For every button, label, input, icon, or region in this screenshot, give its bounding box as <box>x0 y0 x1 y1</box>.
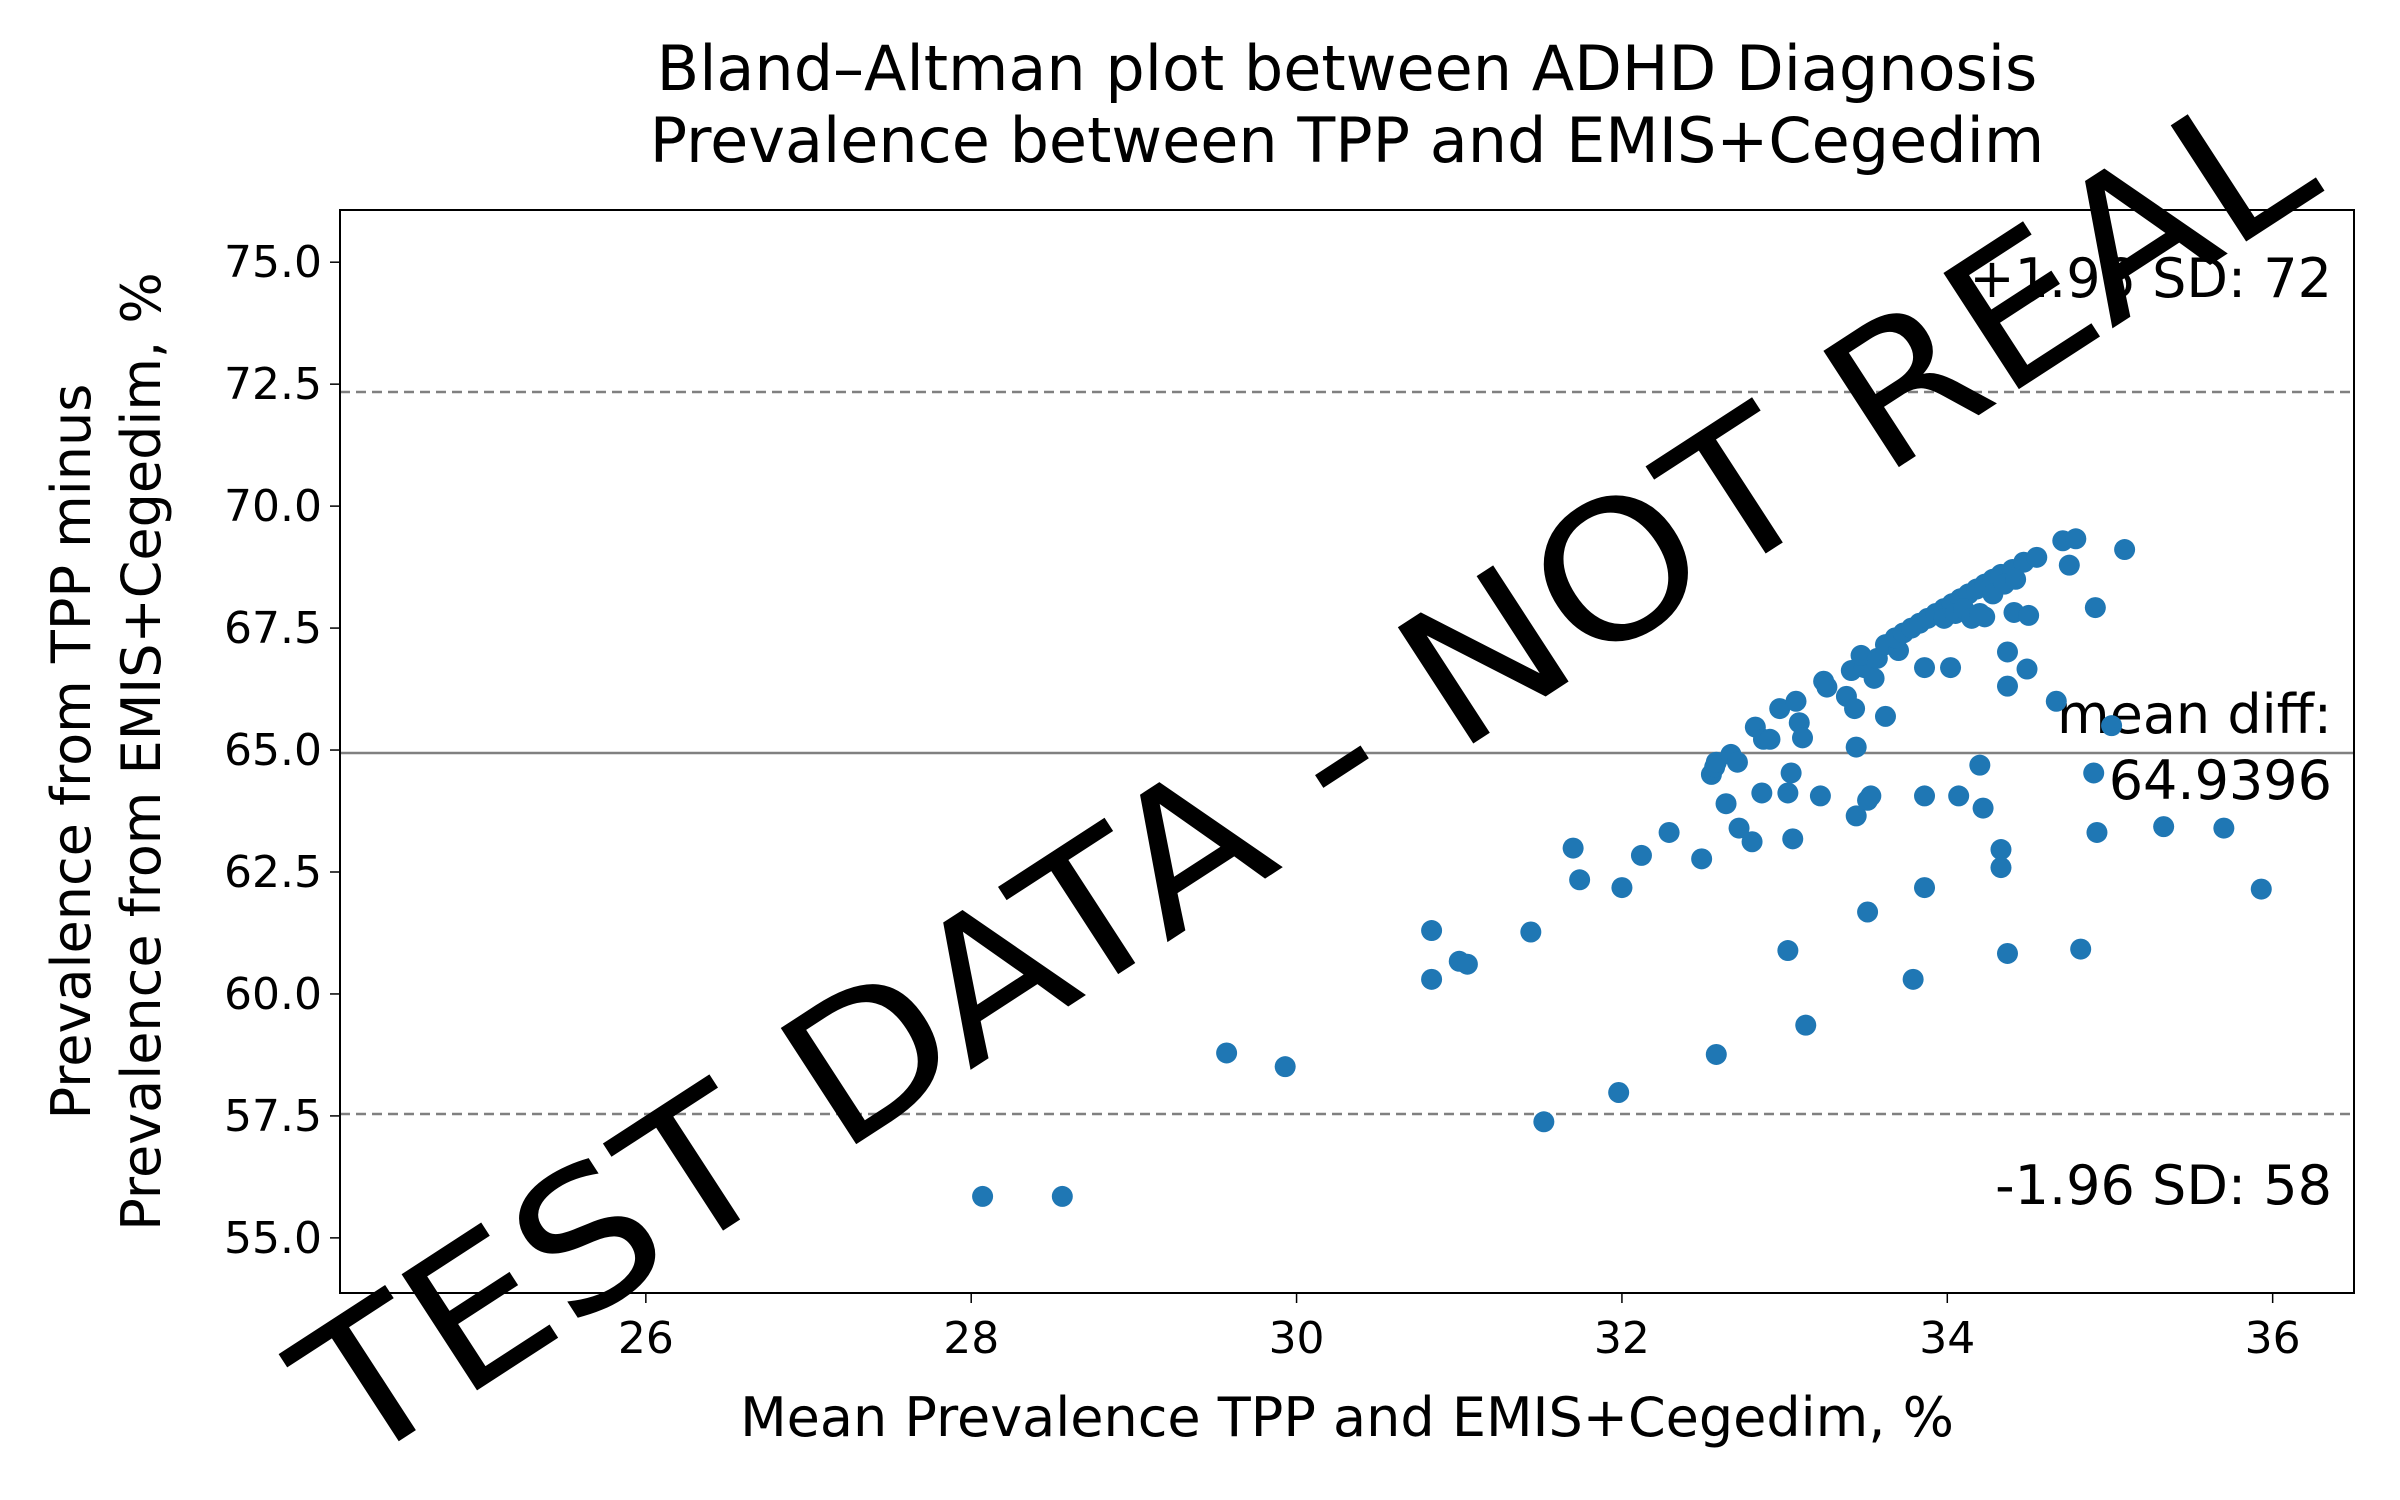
point <box>1780 762 1802 784</box>
point <box>1520 921 1542 943</box>
point <box>1728 817 1750 839</box>
chart-title: Prevalence between TPP and EMIS+Cegedim <box>650 104 2045 177</box>
y-tick-label: 65.0 <box>224 725 322 776</box>
point <box>1533 1111 1555 1133</box>
point <box>1795 1014 1817 1036</box>
point <box>1860 785 1882 807</box>
point <box>2153 816 2175 838</box>
point <box>2005 568 2027 590</box>
x-tick-label: 26 <box>618 1313 674 1364</box>
point <box>972 1185 994 1207</box>
point <box>1844 698 1866 720</box>
point <box>1705 1043 1727 1065</box>
point <box>1777 782 1799 804</box>
plot-frame <box>339 209 2355 1294</box>
y-tick-label: 72.5 <box>224 359 322 410</box>
point <box>1691 848 1713 870</box>
x-tick-label: 34 <box>1919 1313 1975 1364</box>
point <box>1759 728 1781 750</box>
point <box>1845 736 1867 758</box>
point <box>2065 528 2087 550</box>
point <box>1850 644 1872 666</box>
point <box>1630 844 1652 866</box>
point <box>2086 821 2108 843</box>
y-tick-label: 60.0 <box>224 969 322 1020</box>
reference-label: +1.96 SD: 72 <box>1969 247 2332 310</box>
y-axis-label: Prevalence from TPP minus <box>40 384 103 1120</box>
point <box>2083 762 2105 784</box>
point <box>2114 539 2136 561</box>
point <box>1782 828 1804 850</box>
y-tick-label: 70.0 <box>224 481 322 532</box>
point <box>1816 676 1838 698</box>
point <box>2026 546 2048 568</box>
point <box>1562 837 1584 859</box>
point <box>1751 782 1773 804</box>
point <box>1274 1056 1296 1078</box>
point <box>1857 901 1879 923</box>
point <box>1990 857 2012 879</box>
point <box>1914 785 1936 807</box>
y-tick-label: 67.5 <box>224 603 322 654</box>
point <box>2016 658 2038 680</box>
point <box>1216 1042 1238 1064</box>
point <box>2250 878 2272 900</box>
point <box>2058 554 2080 576</box>
y-tick-label: 55.0 <box>224 1213 322 1264</box>
y-tick-label: 57.5 <box>224 1091 322 1142</box>
point <box>1785 690 1807 712</box>
point <box>1769 698 1791 720</box>
point <box>2070 938 2092 960</box>
point <box>1658 821 1680 843</box>
point <box>1608 1081 1630 1103</box>
point <box>1996 942 2018 964</box>
point <box>1611 877 1633 899</box>
point <box>1914 657 1936 679</box>
watermark: TEST DATA - NOT REAL <box>258 42 2350 1500</box>
chart-title: Bland–Altman plot between ADHD Diagnosis <box>657 32 2038 105</box>
point <box>1777 940 1799 962</box>
point <box>1969 754 1991 776</box>
point <box>1421 920 1443 942</box>
point <box>1809 785 1831 807</box>
point <box>1845 805 1867 827</box>
point <box>1569 869 1591 891</box>
y-tick-label: 62.5 <box>224 847 322 898</box>
point <box>1741 831 1763 853</box>
point <box>1996 641 2018 663</box>
point <box>2213 817 2235 839</box>
point <box>1990 839 2012 861</box>
point <box>1051 1185 1073 1207</box>
point <box>2101 715 2123 737</box>
point <box>2045 690 2067 712</box>
point <box>1456 953 1478 975</box>
x-tick-label: 36 <box>2245 1313 2301 1364</box>
reference-label: 64.9396 <box>2109 749 2332 812</box>
point <box>1792 727 1814 749</box>
point <box>1969 602 1991 624</box>
reference-label: -1.96 SD: 58 <box>1995 1154 2332 1217</box>
point <box>1996 675 2018 697</box>
point <box>1726 751 1748 773</box>
x-tick-label: 28 <box>943 1313 999 1364</box>
x-axis-label: Mean Prevalence TPP and EMIS+Cegedim, % <box>740 1386 1954 1449</box>
point <box>1948 785 1970 807</box>
point <box>2018 604 2040 626</box>
point <box>1972 797 1994 819</box>
y-axis-label: Prevalence from EMIS+Cegedim, % <box>110 272 173 1230</box>
point <box>1874 705 1896 727</box>
point <box>1902 968 1924 990</box>
x-tick-label: 32 <box>1594 1313 1650 1364</box>
point <box>1914 877 1936 899</box>
point <box>1421 968 1443 990</box>
point <box>2084 597 2106 619</box>
y-tick-label: 75.0 <box>224 237 322 288</box>
point <box>1863 667 1885 689</box>
point <box>1715 793 1737 815</box>
point <box>1940 657 1962 679</box>
x-tick-label: 30 <box>1269 1313 1325 1364</box>
reference-label: mean diff: <box>2057 683 2332 746</box>
